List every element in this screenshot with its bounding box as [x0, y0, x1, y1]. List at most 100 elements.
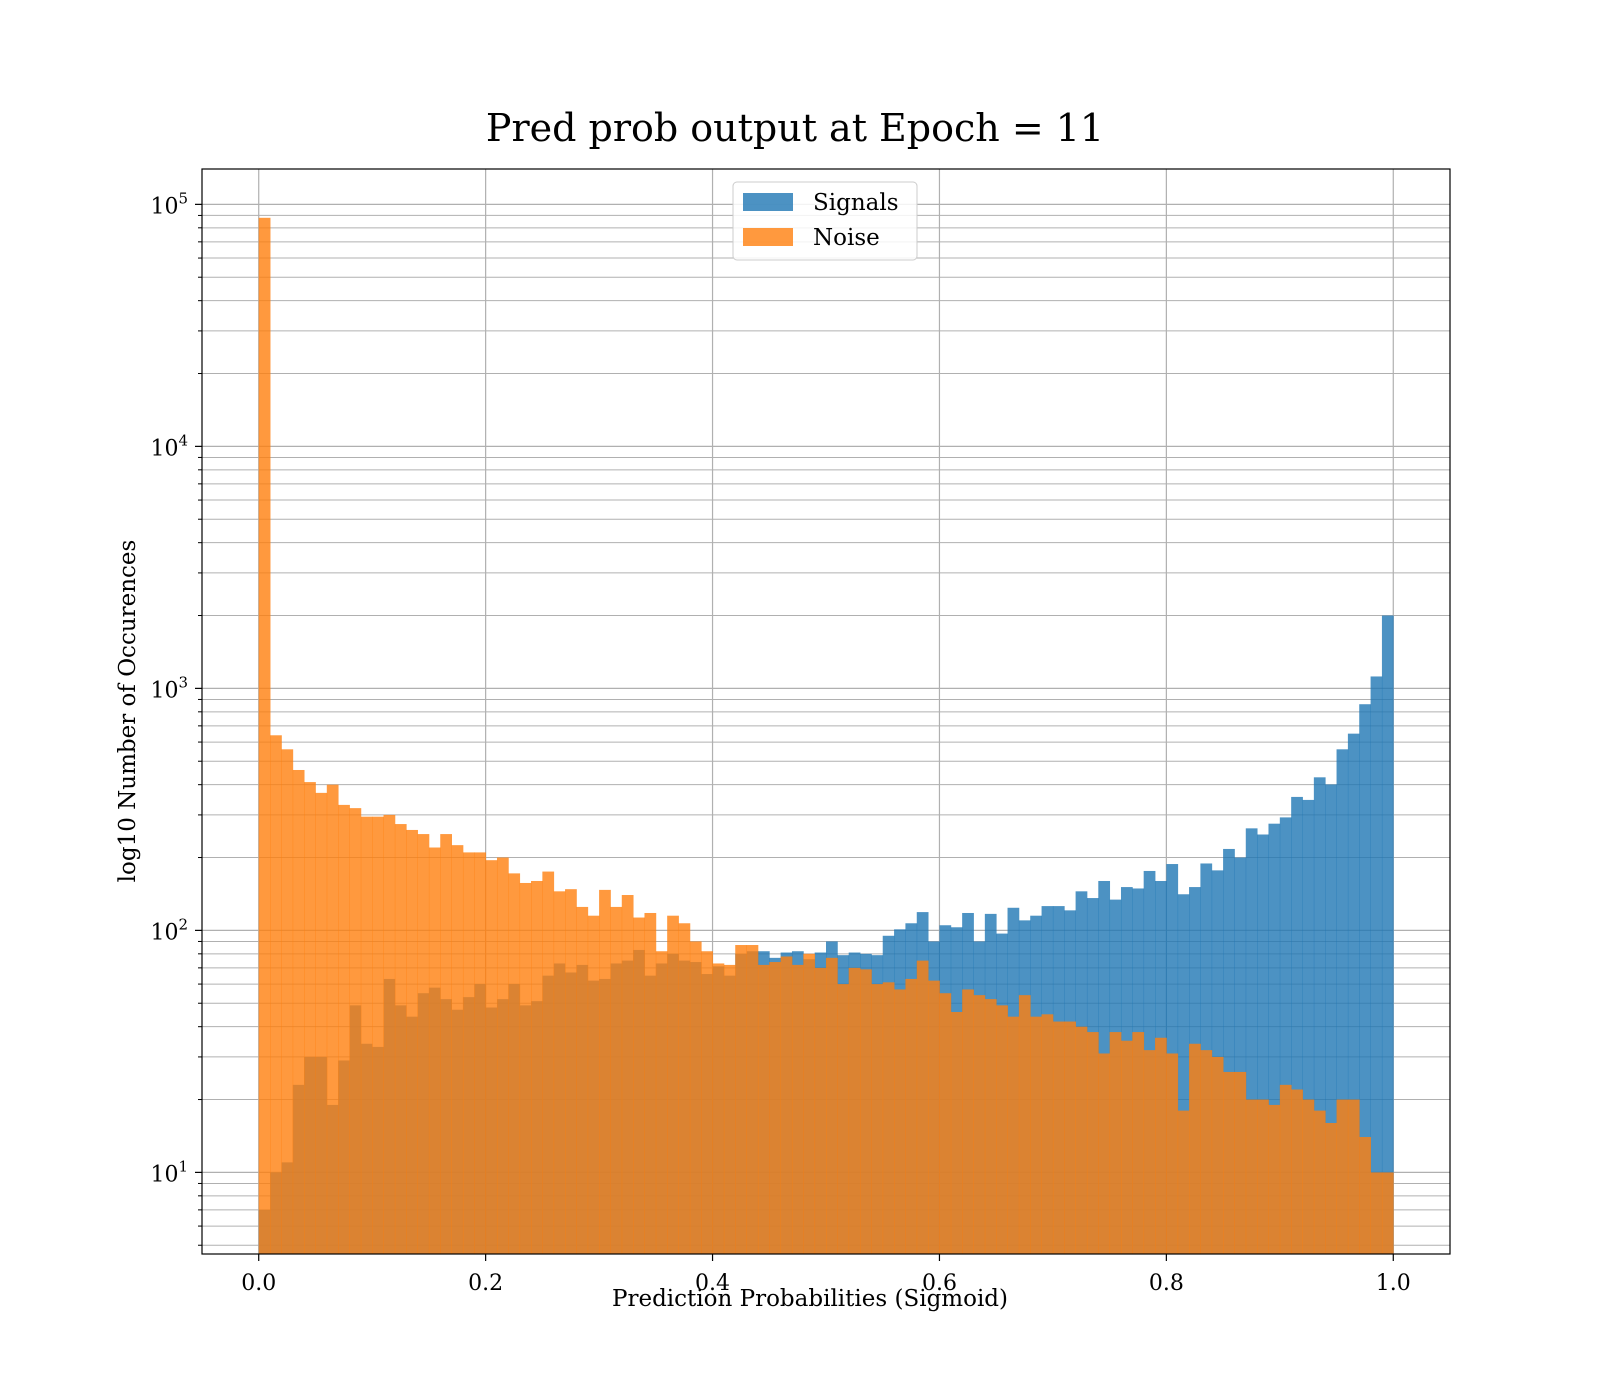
noise-bar	[440, 834, 452, 1254]
noise-bar	[894, 989, 906, 1254]
signals-bar	[1302, 799, 1315, 1254]
y-axis-label: log10 Number of Occurences	[115, 540, 141, 883]
noise-bar	[599, 889, 611, 1254]
noise-bar	[372, 816, 384, 1254]
signals-bar	[1223, 848, 1235, 1254]
noise-bar	[462, 852, 475, 1254]
legend-swatch-signals	[743, 193, 793, 211]
noise-bar	[485, 860, 498, 1254]
noise-bar	[587, 915, 600, 1254]
noise-bar	[417, 834, 430, 1254]
noise-bar	[746, 945, 759, 1254]
x-tick-label: 0.6	[922, 1271, 957, 1296]
noise-bar	[984, 999, 997, 1254]
noise-bar	[519, 882, 532, 1254]
legend: Signals Noise	[732, 181, 918, 261]
noise-bar	[553, 891, 566, 1254]
noise-bar	[1257, 1099, 1269, 1254]
noise-bar	[1143, 1050, 1156, 1254]
noise-bar	[633, 917, 645, 1254]
noise-bar	[383, 814, 396, 1254]
noise-bar	[1075, 1026, 1088, 1254]
noise-bar	[1223, 1071, 1235, 1254]
noise-bar	[1052, 1021, 1065, 1254]
noise-bar	[542, 871, 555, 1254]
noise-bar	[973, 995, 986, 1254]
noise-bar	[621, 895, 634, 1254]
noise-bar	[258, 217, 271, 1254]
noise-bar	[996, 1005, 1008, 1254]
x-tick-label: 0.0	[241, 1271, 276, 1296]
noise-bar	[701, 951, 713, 1254]
noise-bar	[769, 962, 782, 1254]
signals-bar	[1336, 749, 1349, 1254]
noise-bar	[1302, 1099, 1315, 1254]
noise-bar	[531, 880, 543, 1254]
noise-bar	[1166, 1053, 1179, 1254]
noise-bar	[1189, 1043, 1201, 1254]
x-tick-label: 0.2	[468, 1271, 503, 1296]
noise-bar	[780, 956, 793, 1254]
noise-bar	[905, 978, 918, 1254]
noise-bars	[258, 217, 1394, 1254]
noise-bar	[565, 889, 577, 1254]
noise-bar	[723, 964, 736, 1254]
noise-bar	[837, 984, 850, 1254]
x-tick-label: 0.8	[1149, 1271, 1184, 1296]
y-tick-label: 101	[150, 1157, 188, 1187]
noise-bar	[1120, 1040, 1133, 1254]
noise-bar	[826, 957, 838, 1254]
noise-bar	[270, 735, 282, 1254]
x-tick-label: 1.0	[1376, 1271, 1411, 1296]
noise-bar	[474, 852, 487, 1254]
signals-bar	[1347, 733, 1360, 1254]
signals-bar	[1325, 784, 1337, 1254]
signals-bar	[1313, 777, 1326, 1254]
noise-bar	[678, 923, 691, 1254]
noise-bar	[451, 845, 464, 1254]
noise-bar	[950, 1011, 963, 1254]
noise-bar	[576, 906, 589, 1254]
noise-bar	[428, 847, 441, 1254]
noise-bar	[1086, 1032, 1099, 1254]
legend-swatch-noise	[743, 228, 793, 246]
signals-bar	[1245, 828, 1258, 1254]
signals-bar	[1291, 796, 1303, 1254]
noise-bar	[1370, 1172, 1383, 1254]
noise-bar	[1313, 1110, 1326, 1254]
noise-bar	[1132, 1032, 1145, 1254]
y-tick-label: 104	[150, 431, 188, 461]
noise-bar	[1177, 1110, 1190, 1254]
chart-title: Pred prob output at Epoch = 11	[486, 106, 1104, 150]
signals-bar	[1268, 823, 1281, 1254]
noise-bar	[712, 963, 725, 1254]
noise-bar	[1359, 1137, 1371, 1254]
noise-bar	[292, 769, 305, 1254]
noise-bar	[349, 808, 362, 1254]
noise-bar	[871, 984, 884, 1254]
signals-bar	[1257, 834, 1269, 1254]
noise-bar	[928, 980, 940, 1254]
signals-bar	[1359, 704, 1371, 1254]
plot-area	[201, 168, 1451, 1255]
noise-bar	[338, 804, 350, 1254]
signals-bar	[1234, 857, 1247, 1254]
noise-bar	[1007, 1016, 1020, 1254]
noise-bar	[1291, 1089, 1303, 1254]
noise-bar	[882, 982, 895, 1254]
noise-bar	[406, 829, 418, 1254]
noise-bar	[644, 912, 657, 1254]
noise-bar	[1098, 1053, 1111, 1254]
noise-bar	[655, 951, 668, 1254]
noise-bar	[508, 873, 521, 1254]
y-tick-label: 103	[150, 673, 188, 703]
noise-bar	[394, 824, 407, 1254]
noise-bar	[939, 993, 952, 1254]
x-axis-label: Prediction Probabilities (Sigmoid)	[612, 1286, 1008, 1312]
noise-bar	[735, 945, 747, 1254]
legend-label-signals: Signals	[813, 190, 899, 216]
x-axis-ticks: 0.0 0.2 0.4 0.6 0.8 1.0	[241, 1254, 1411, 1296]
signals-bar	[1370, 676, 1383, 1254]
signals-bar	[1381, 615, 1394, 1254]
